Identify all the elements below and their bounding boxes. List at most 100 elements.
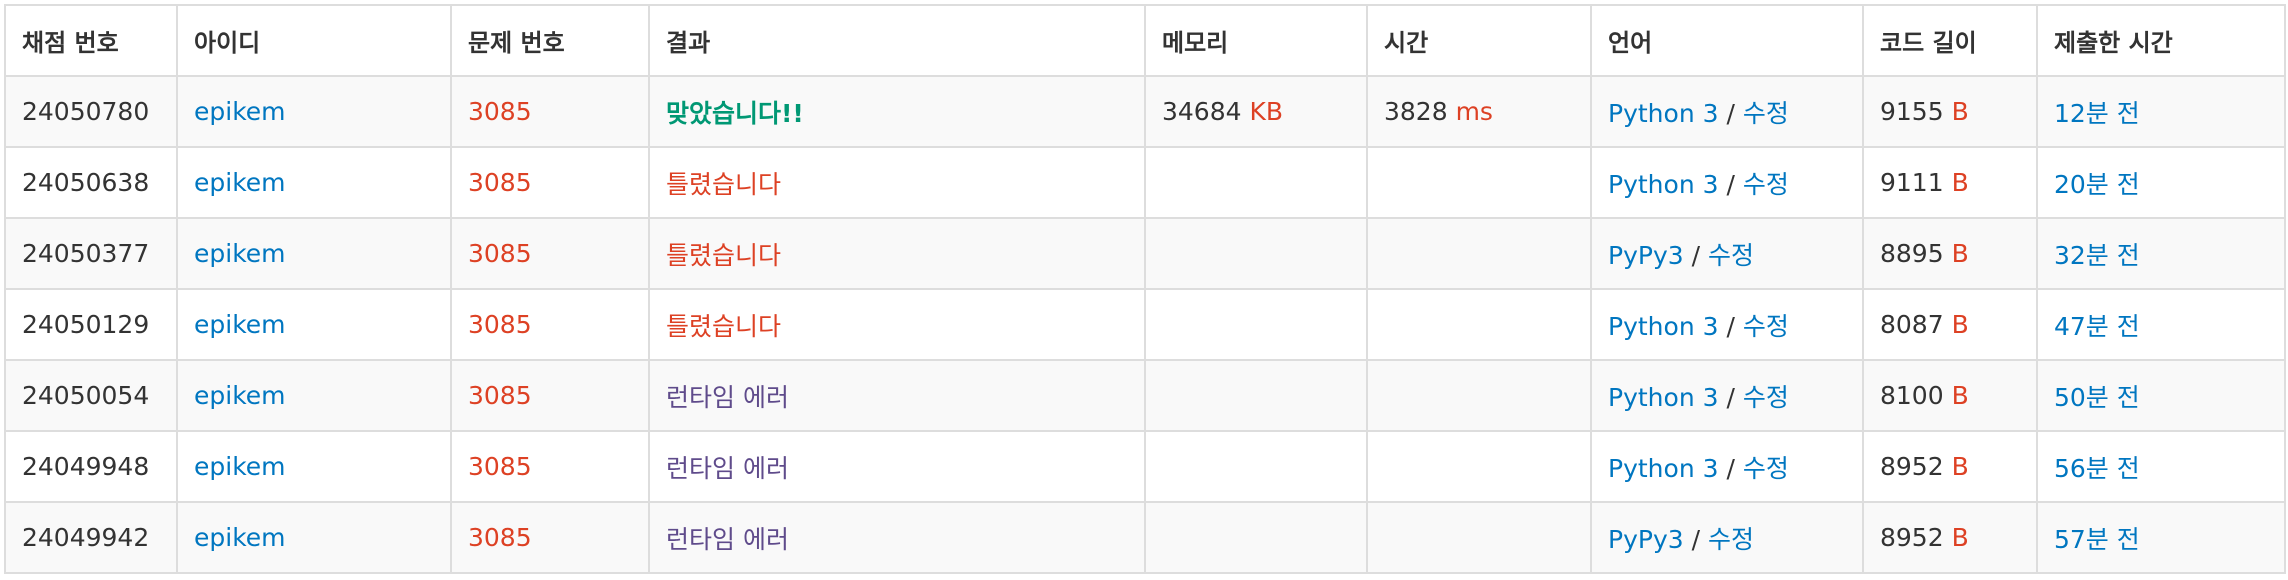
result-cell: 런타임 에러: [648, 501, 1146, 574]
result-text: 런타임 에러: [666, 524, 789, 554]
time-cell: [1366, 146, 1592, 219]
submitted-time-link[interactable]: 57분 전: [2054, 524, 2140, 554]
submitted-time-link[interactable]: 47분 전: [2054, 311, 2140, 341]
language-separator: /: [1683, 524, 1708, 554]
memory-cell: [1144, 430, 1368, 503]
table-body: 24050780 epikem 3085 맞았습니다!! 34684 KB 3828 ms…: [4, 75, 2286, 574]
edit-link[interactable]: 수정: [1742, 311, 1789, 341]
user-id-cell: epikem: [176, 359, 452, 432]
code-length-unit: B: [1951, 381, 1969, 410]
submitted-time-cell: 56분 전: [2036, 430, 2286, 503]
problem-cell: 3085: [450, 359, 650, 432]
user-link[interactable]: epikem: [194, 381, 286, 410]
problem-cell: 3085: [450, 217, 650, 290]
memory-cell: 34684 KB: [1144, 75, 1368, 148]
submitted-time-link[interactable]: 56분 전: [2054, 453, 2140, 483]
submission-id: 24050054: [22, 381, 150, 410]
time-cell: [1366, 288, 1592, 361]
problem-link[interactable]: 3085: [468, 168, 532, 197]
problem-link[interactable]: 3085: [468, 239, 532, 268]
code-length-unit: B: [1951, 97, 1969, 126]
language-link[interactable]: PyPy3: [1608, 524, 1684, 554]
language-link[interactable]: Python 3: [1608, 169, 1719, 199]
user-link[interactable]: epikem: [194, 239, 286, 268]
user-id-cell: epikem: [176, 501, 452, 574]
user-link[interactable]: epikem: [194, 310, 286, 339]
edit-link[interactable]: 수정: [1742, 382, 1789, 412]
result-cell: 틀렸습니다: [648, 288, 1146, 361]
user-link[interactable]: epikem: [194, 97, 286, 126]
submission-status-table: 채점 번호 아이디 문제 번호 결과 메모리 시간 언어 코드 길이 제출한 시…: [4, 4, 2286, 574]
submitted-time-link[interactable]: 50분 전: [2054, 382, 2140, 412]
result-text: 틀렸습니다: [666, 311, 782, 341]
problem-cell: 3085: [450, 146, 650, 219]
code-length-cell: 8087 B: [1862, 288, 2038, 361]
submitted-time-cell: 47분 전: [2036, 288, 2286, 361]
problem-link[interactable]: 3085: [468, 523, 532, 552]
language-cell: Python 3 / 수정: [1590, 288, 1864, 361]
edit-link[interactable]: 수정: [1707, 240, 1754, 270]
header-time: 시간: [1366, 4, 1592, 77]
language-separator: /: [1718, 311, 1743, 341]
code-length-value: 8895: [1880, 239, 1944, 268]
language-link[interactable]: PyPy3: [1608, 240, 1684, 270]
table-row: 24049948 epikem 3085 런타임 에러 Python 3 / 수정 895…: [4, 430, 2286, 503]
user-link[interactable]: epikem: [194, 452, 286, 481]
user-id-cell: epikem: [176, 75, 452, 148]
user-link[interactable]: epikem: [194, 523, 286, 552]
user-id-cell: epikem: [176, 288, 452, 361]
edit-link[interactable]: 수정: [1742, 98, 1789, 128]
memory-cell: [1144, 288, 1368, 361]
edit-link[interactable]: 수정: [1707, 524, 1754, 554]
code-length-cell: 8895 B: [1862, 217, 2038, 290]
edit-link[interactable]: 수정: [1742, 453, 1789, 483]
header-memory: 메모리: [1144, 4, 1368, 77]
result-text: 틀렸습니다: [666, 169, 782, 199]
memory-cell: [1144, 146, 1368, 219]
header-language: 언어: [1590, 4, 1864, 77]
problem-link[interactable]: 3085: [468, 97, 532, 126]
language-cell: Python 3 / 수정: [1590, 430, 1864, 503]
language-cell: Python 3 / 수정: [1590, 146, 1864, 219]
submission-id-cell: 24050638: [4, 146, 178, 219]
problem-link[interactable]: 3085: [468, 310, 532, 339]
language-link[interactable]: Python 3: [1608, 311, 1719, 341]
submitted-time-link[interactable]: 32분 전: [2054, 240, 2140, 270]
submission-id-cell: 24049942: [4, 501, 178, 574]
language-cell: Python 3 / 수정: [1590, 75, 1864, 148]
edit-link[interactable]: 수정: [1742, 169, 1789, 199]
result-text: 맞았습니다!!: [666, 98, 804, 128]
code-length-unit: B: [1951, 452, 1969, 481]
submission-id: 24050780: [22, 97, 150, 126]
submitted-time-link[interactable]: 12분 전: [2054, 98, 2140, 128]
table-row: 24050780 epikem 3085 맞았습니다!! 34684 KB 3828 ms…: [4, 75, 2286, 148]
result-cell: 틀렸습니다: [648, 146, 1146, 219]
language-link[interactable]: Python 3: [1608, 382, 1719, 412]
code-length-cell: 8952 B: [1862, 501, 2038, 574]
language-link[interactable]: Python 3: [1608, 453, 1719, 483]
submitted-time-link[interactable]: 20분 전: [2054, 169, 2140, 199]
submission-id: 24050638: [22, 168, 150, 197]
header-submitted-time: 제출한 시간: [2036, 4, 2286, 77]
problem-link[interactable]: 3085: [468, 452, 532, 481]
code-length-cell: 9155 B: [1862, 75, 2038, 148]
problem-link[interactable]: 3085: [468, 381, 532, 410]
user-id-cell: epikem: [176, 146, 452, 219]
language-separator: /: [1718, 98, 1743, 128]
table-row: 24050054 epikem 3085 런타임 에러 Python 3 / 수정 810…: [4, 359, 2286, 432]
header-code-length: 코드 길이: [1862, 4, 2038, 77]
user-link[interactable]: epikem: [194, 168, 286, 197]
memory-cell: [1144, 359, 1368, 432]
language-link[interactable]: Python 3: [1608, 98, 1719, 128]
table-row: 24049942 epikem 3085 런타임 에러 PyPy3 / 수정 8952 B…: [4, 501, 2286, 574]
time-unit: ms: [1455, 97, 1493, 126]
code-length-value: 9111: [1880, 168, 1944, 197]
code-length-unit: B: [1951, 523, 1969, 552]
language-cell: PyPy3 / 수정: [1590, 501, 1864, 574]
submission-id: 24050129: [22, 310, 150, 339]
problem-cell: 3085: [450, 501, 650, 574]
code-length-cell: 8952 B: [1862, 430, 2038, 503]
problem-cell: 3085: [450, 430, 650, 503]
language-separator: /: [1718, 382, 1743, 412]
